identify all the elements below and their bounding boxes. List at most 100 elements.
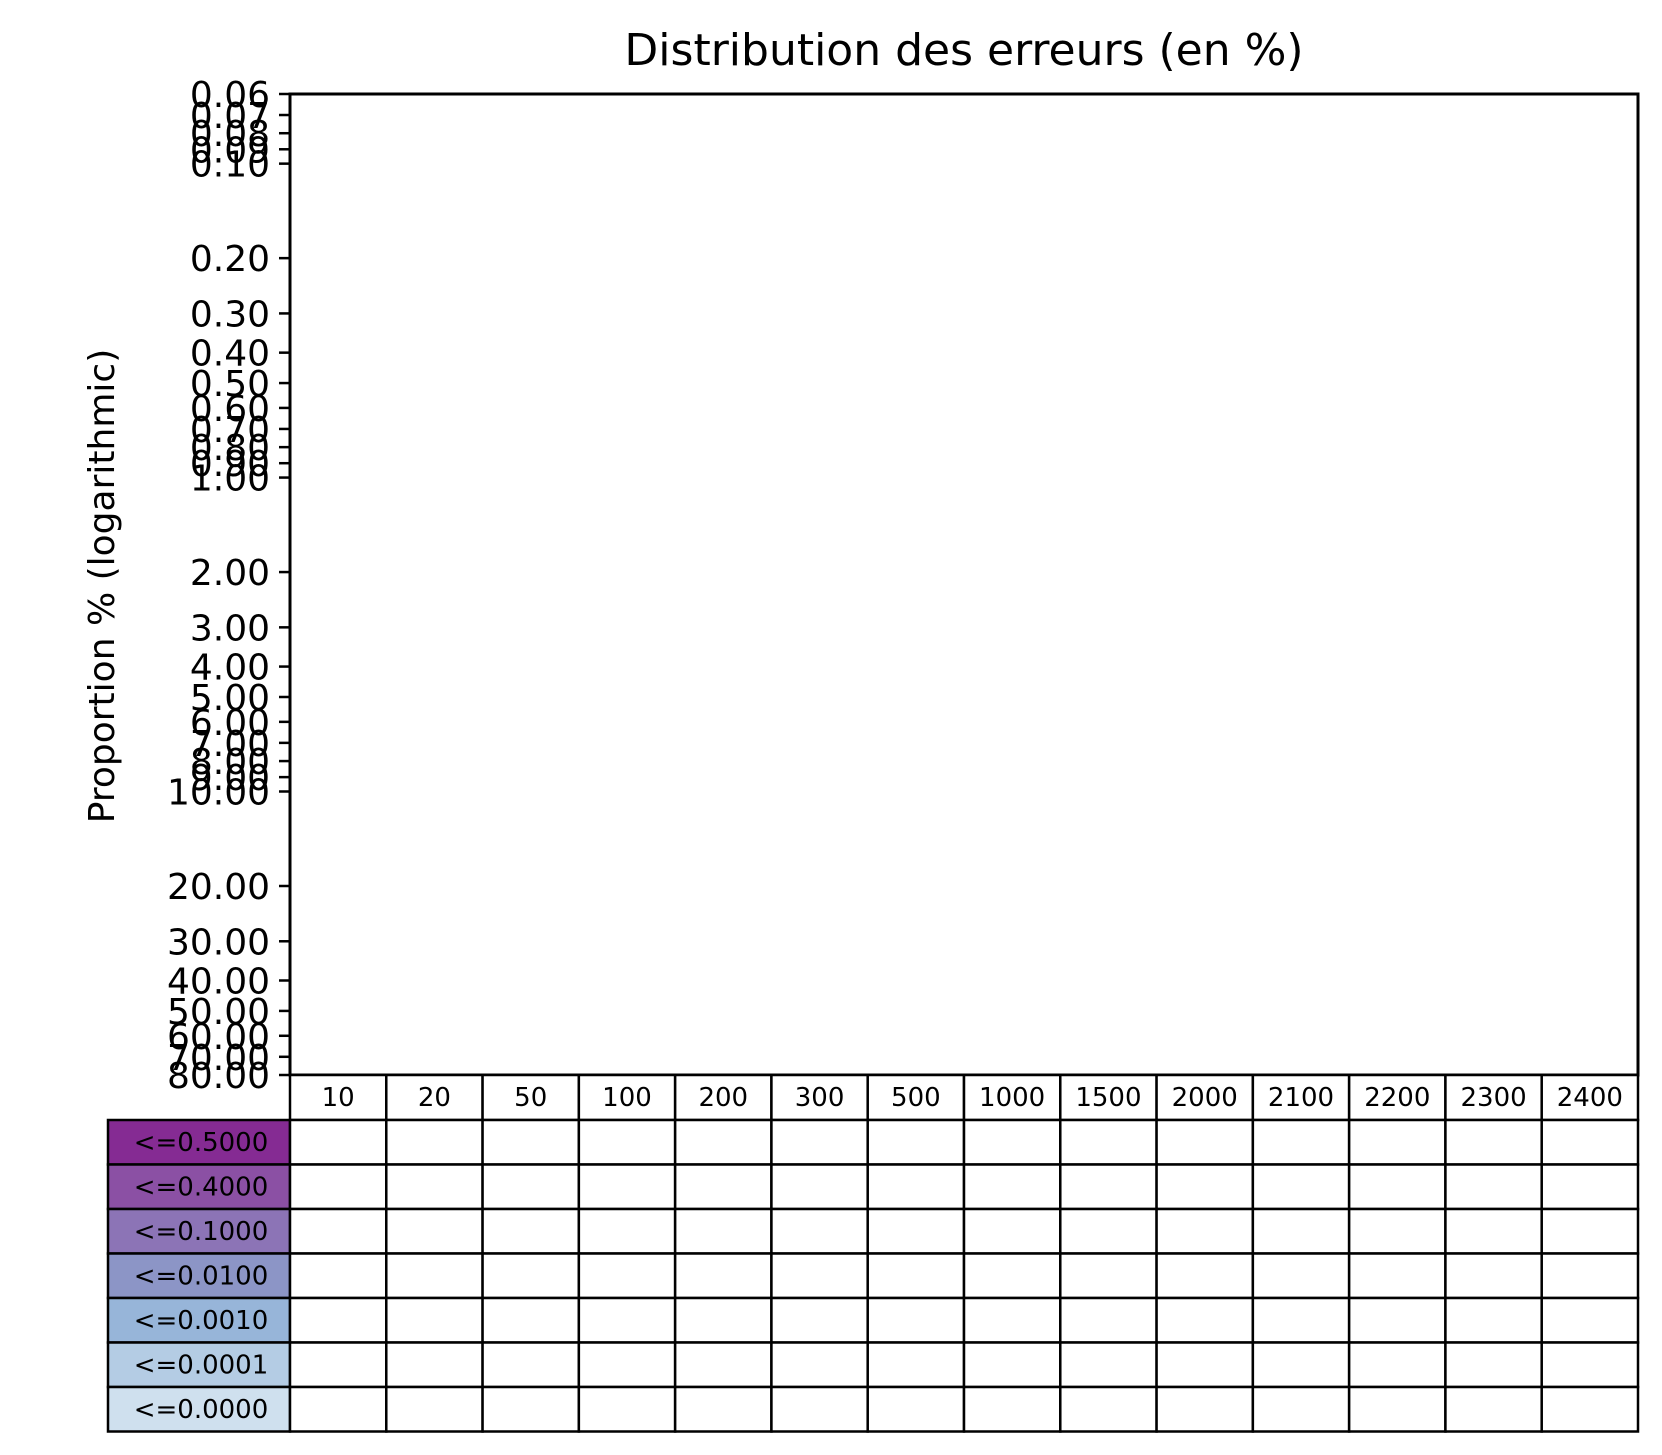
table-cell xyxy=(481,1207,581,1255)
series-label: <=0.0000 xyxy=(134,1395,269,1425)
y-tick-label: 5.00 xyxy=(190,678,270,719)
table-cell xyxy=(770,1341,869,1389)
table-cell xyxy=(1540,1163,1640,1211)
table-cell xyxy=(385,1252,484,1300)
table-cell xyxy=(481,1341,581,1389)
x-category-label: 500 xyxy=(891,1083,941,1113)
table-cell xyxy=(1347,1341,1447,1389)
table-cell xyxy=(1540,1296,1640,1344)
table-cell xyxy=(673,1252,773,1300)
y-tick-label: 0.50 xyxy=(190,364,270,405)
table-cell xyxy=(1444,1207,1543,1255)
table-cell xyxy=(1540,1252,1640,1300)
table-cell xyxy=(962,1296,1062,1344)
table-cell xyxy=(962,1118,1062,1166)
table-cell xyxy=(1251,1252,1351,1300)
y-tick-label: 0.09 xyxy=(190,130,270,171)
table-cell xyxy=(385,1341,484,1389)
table-cell xyxy=(288,1296,388,1344)
table-cell xyxy=(1155,1163,1255,1211)
table-cell xyxy=(481,1296,581,1344)
table-cell xyxy=(481,1118,581,1166)
table-cell xyxy=(288,1163,388,1211)
y-tick-label: 3.00 xyxy=(190,608,270,649)
table-cell xyxy=(962,1207,1062,1255)
x-category-label: 2200 xyxy=(1364,1083,1430,1113)
plot-area-frame xyxy=(288,92,1640,1077)
table-cell xyxy=(1251,1118,1351,1166)
y-tick-label: 10.00 xyxy=(167,772,270,813)
table-cell xyxy=(770,1207,869,1255)
table-cell xyxy=(770,1385,869,1433)
table-cell xyxy=(1444,1252,1543,1300)
table-cell xyxy=(770,1252,869,1300)
table-column-header-cell xyxy=(1540,1073,1640,1122)
table-cell xyxy=(962,1163,1062,1211)
table-cell xyxy=(288,1385,388,1433)
table-cell xyxy=(770,1296,869,1344)
y-tick-label: 0.07 xyxy=(190,96,270,137)
table-cell xyxy=(1347,1296,1447,1344)
table-cell xyxy=(1155,1385,1255,1433)
series-label: <=0.0010 xyxy=(134,1306,269,1336)
y-tick-label: 40.00 xyxy=(167,961,270,1002)
table-row-label-cell xyxy=(106,1118,292,1166)
table-cell xyxy=(288,1252,388,1300)
table-cell xyxy=(288,1341,388,1389)
table-row-label-cell xyxy=(106,1207,292,1255)
table-cell xyxy=(577,1296,677,1344)
table-cell xyxy=(1540,1341,1640,1389)
y-tick-label: 0.80 xyxy=(190,428,270,469)
table-cell xyxy=(673,1385,773,1433)
table-cell xyxy=(1251,1163,1351,1211)
y-tick-label: 30.00 xyxy=(167,922,270,963)
table-cell xyxy=(1444,1163,1543,1211)
table-column-header-cell xyxy=(1059,1073,1158,1122)
table-cell xyxy=(1347,1163,1447,1211)
table-cell xyxy=(1444,1118,1543,1166)
table-cell xyxy=(1155,1341,1255,1389)
x-category-label: 1000 xyxy=(979,1083,1045,1113)
table-cell xyxy=(385,1385,484,1433)
table-cell xyxy=(866,1385,966,1433)
table-cell xyxy=(962,1252,1062,1300)
table-cell xyxy=(673,1341,773,1389)
x-category-label: 2100 xyxy=(1268,1083,1334,1113)
x-category-label: 1500 xyxy=(1075,1083,1141,1113)
table-cell xyxy=(1347,1385,1447,1433)
table-column-header-cell xyxy=(962,1073,1062,1122)
y-axis-label: Proportion % (logarithmic) xyxy=(82,349,123,823)
table-cell xyxy=(1059,1385,1158,1433)
table-cell xyxy=(1251,1296,1351,1344)
y-tick-label: 0.40 xyxy=(190,334,270,375)
table-cell xyxy=(481,1163,581,1211)
x-category-label: 2400 xyxy=(1557,1083,1623,1113)
table-cell xyxy=(673,1118,773,1166)
table-cell xyxy=(1347,1252,1447,1300)
table-cell xyxy=(770,1118,869,1166)
table-cell xyxy=(962,1341,1062,1389)
data-table: 10 20 50 100 200 300 500 1000 1500 2000 2100 2200 23… xyxy=(106,1073,1640,1433)
y-tick-label: 0.70 xyxy=(190,410,270,451)
y-tick-label: 20.00 xyxy=(167,867,270,908)
y-tick-label: 6.00 xyxy=(190,703,270,744)
y-tick-label: 0.30 xyxy=(190,294,270,335)
table-cell xyxy=(673,1207,773,1255)
x-category-label: 100 xyxy=(602,1083,652,1113)
table-cell xyxy=(1059,1341,1158,1389)
table-cell xyxy=(866,1296,966,1344)
table-cell xyxy=(1155,1207,1255,1255)
table-cell xyxy=(1540,1118,1640,1166)
table-row-label-cell xyxy=(106,1296,292,1344)
table-column-header-cell xyxy=(385,1073,484,1122)
table-cell xyxy=(1251,1207,1351,1255)
table-cell xyxy=(1059,1296,1158,1344)
table-cell xyxy=(481,1252,581,1300)
table-cell xyxy=(1540,1207,1640,1255)
y-tick-label: 80.00 xyxy=(167,1056,270,1097)
table-cell xyxy=(577,1341,677,1389)
table-cell xyxy=(385,1296,484,1344)
table-cell xyxy=(288,1207,388,1255)
table-cell xyxy=(1347,1207,1447,1255)
series-label: <=0.0001 xyxy=(134,1351,269,1381)
